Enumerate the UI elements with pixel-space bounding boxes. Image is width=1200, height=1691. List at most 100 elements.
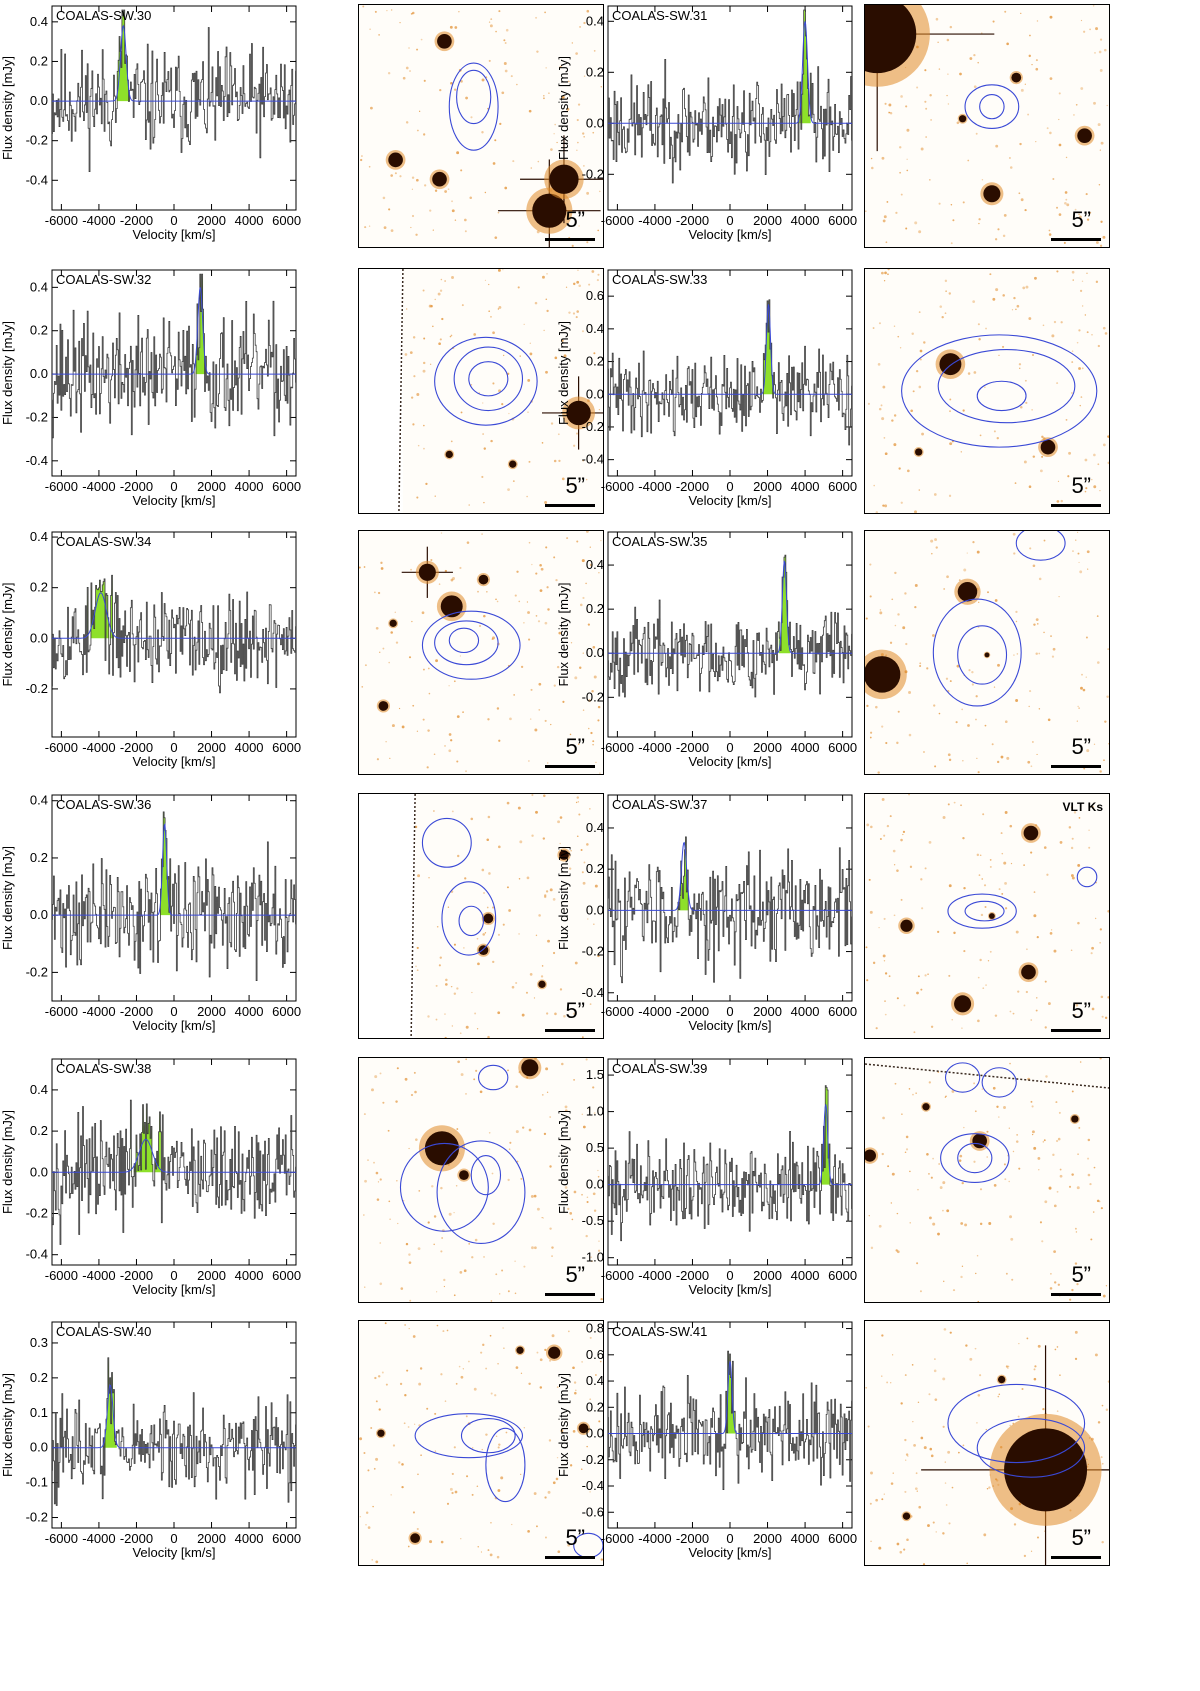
noise-speck bbox=[487, 718, 490, 721]
noise-speck bbox=[885, 241, 888, 244]
noise-speck bbox=[542, 275, 545, 279]
noise-speck bbox=[1107, 1380, 1109, 1383]
line-emission-fill bbox=[194, 274, 206, 375]
noise-speck bbox=[518, 877, 521, 880]
noise-speck bbox=[589, 1003, 592, 1005]
noise-speck bbox=[962, 201, 965, 204]
x-tick-label: 0 bbox=[170, 213, 177, 228]
noise-speck bbox=[1036, 623, 1039, 625]
noise-speck bbox=[499, 122, 502, 126]
noise-speck bbox=[1102, 235, 1106, 239]
scale-bar bbox=[1051, 1556, 1101, 1559]
noise-speck bbox=[545, 1067, 549, 1071]
noise-speck bbox=[1077, 863, 1081, 867]
noise-speck bbox=[983, 884, 987, 887]
noise-speck bbox=[1075, 1231, 1078, 1233]
noise-speck bbox=[576, 540, 579, 543]
line-emission-fill bbox=[799, 10, 811, 124]
noise-speck bbox=[541, 1093, 544, 1096]
noise-speck bbox=[545, 890, 549, 893]
noise-speck bbox=[935, 1531, 938, 1533]
x-tick-label: -2000 bbox=[120, 1268, 153, 1283]
noise-speck bbox=[993, 686, 996, 688]
noise-speck bbox=[553, 459, 557, 463]
noise-speck bbox=[378, 651, 381, 654]
noise-speck bbox=[415, 233, 418, 236]
source-core bbox=[1021, 964, 1036, 980]
noise-speck bbox=[986, 1156, 988, 1158]
noise-speck bbox=[1002, 234, 1006, 238]
noise-speck bbox=[1058, 596, 1060, 598]
noise-speck bbox=[1003, 1163, 1006, 1166]
x-tick-label: 2000 bbox=[753, 1004, 782, 1019]
noise-speck bbox=[1091, 1007, 1095, 1011]
source-core bbox=[378, 701, 389, 711]
noise-speck bbox=[582, 132, 585, 135]
noise-speck bbox=[439, 88, 442, 92]
source-core bbox=[915, 448, 923, 456]
noise-speck bbox=[439, 956, 442, 959]
noise-speck bbox=[531, 1246, 534, 1250]
noise-speck bbox=[1090, 1238, 1093, 1241]
flux-contour bbox=[976, 380, 1027, 412]
noise-speck bbox=[926, 667, 929, 670]
noise-speck bbox=[569, 1212, 573, 1215]
noise-speck bbox=[500, 1476, 504, 1480]
image-cutout: 5” bbox=[864, 4, 1110, 248]
noise-speck bbox=[440, 1250, 443, 1253]
noise-speck bbox=[364, 1179, 367, 1183]
noise-speck bbox=[884, 504, 888, 508]
x-tick-label: -4000 bbox=[82, 740, 115, 755]
noise-speck bbox=[432, 325, 434, 328]
noise-speck bbox=[510, 75, 513, 78]
noise-speck bbox=[372, 1505, 374, 1508]
noise-speck bbox=[893, 325, 896, 327]
x-tick-label: 2000 bbox=[753, 479, 782, 494]
noise-speck bbox=[1053, 320, 1057, 324]
y-tick-label: -0.2 bbox=[582, 944, 604, 959]
noise-speck bbox=[451, 200, 453, 203]
y-tick-label: -0.4 bbox=[26, 453, 48, 468]
noise-speck bbox=[896, 1212, 899, 1215]
noise-speck bbox=[1050, 635, 1052, 638]
noise-speck bbox=[985, 984, 987, 986]
noise-speck bbox=[525, 991, 528, 994]
noise-speck bbox=[586, 241, 589, 244]
noise-speck bbox=[512, 160, 515, 163]
noise-speck bbox=[559, 816, 563, 819]
noise-speck bbox=[586, 1201, 589, 1204]
noise-speck bbox=[988, 1222, 992, 1225]
noise-speck bbox=[488, 872, 491, 875]
noise-speck bbox=[470, 817, 474, 821]
noise-speck bbox=[544, 894, 547, 897]
noise-speck bbox=[399, 21, 401, 24]
noise-speck bbox=[1072, 550, 1074, 552]
noise-speck bbox=[971, 670, 974, 674]
noise-speck bbox=[412, 336, 416, 339]
noise-speck bbox=[924, 69, 927, 72]
noise-speck bbox=[448, 749, 452, 753]
noise-speck bbox=[486, 838, 490, 842]
noise-speck bbox=[951, 1019, 953, 1021]
noise-speck bbox=[363, 1113, 366, 1116]
noise-speck bbox=[928, 1172, 930, 1175]
noise-speck bbox=[1080, 396, 1083, 398]
noise-speck bbox=[427, 667, 430, 670]
y-axis-label: Flux density [mJy] bbox=[556, 582, 571, 686]
noise-speck bbox=[1024, 83, 1026, 85]
image-canvas bbox=[359, 1321, 603, 1565]
noise-speck bbox=[986, 1130, 989, 1133]
source-core bbox=[972, 1133, 987, 1149]
x-tick-label: -2000 bbox=[120, 740, 153, 755]
noise-speck bbox=[1102, 1294, 1106, 1298]
noise-speck bbox=[1096, 615, 1099, 617]
noise-speck bbox=[534, 301, 538, 305]
noise-speck bbox=[1073, 114, 1075, 116]
noise-speck bbox=[944, 1482, 947, 1484]
noise-speck bbox=[902, 830, 906, 834]
spectrum-series bbox=[608, 836, 852, 984]
noise-speck bbox=[474, 1012, 477, 1015]
noise-speck bbox=[375, 626, 379, 630]
noise-speck bbox=[520, 665, 524, 669]
